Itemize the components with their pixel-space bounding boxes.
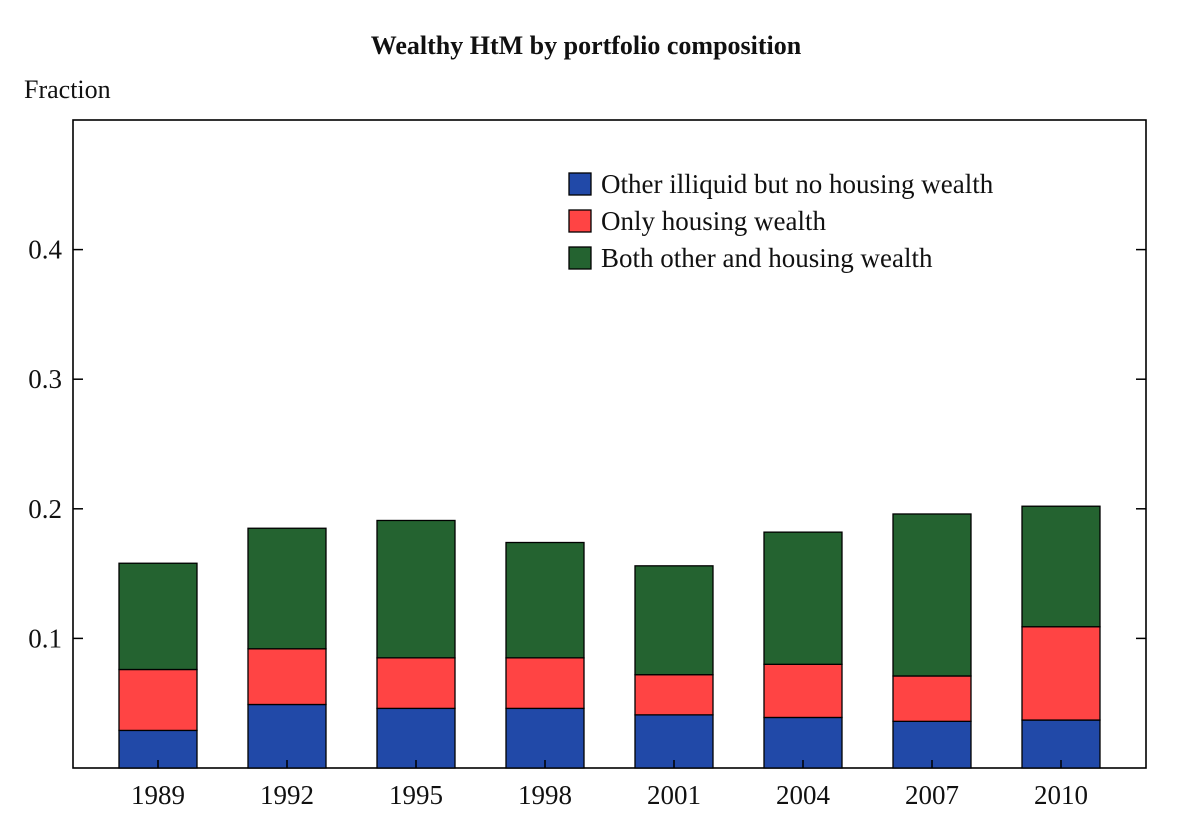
plot-area-frame <box>72 119 1147 769</box>
bar-segment-2004-series-2 <box>763 663 843 719</box>
bar-segment-1998-series-2 <box>505 657 585 710</box>
x-tick-label-2001: 2001 <box>647 780 701 810</box>
bar-segment-1992-series-1 <box>247 703 327 769</box>
bar-segment-2007-series-2 <box>892 675 972 722</box>
bar-segment-1992-series-3 <box>247 527 327 650</box>
x-tick-label-1992: 1992 <box>260 780 314 810</box>
legend-label-3: Both other and housing wealth <box>601 243 933 273</box>
bar-segment-2007-series-3 <box>892 513 972 677</box>
legend-swatch-1 <box>568 172 592 196</box>
x-tick-label-2007: 2007 <box>905 780 959 810</box>
bar-segment-1995-series-1 <box>376 707 456 769</box>
legend-label-1: Other illiquid but no housing wealth <box>601 169 994 199</box>
y-tick-label: 0.2 <box>28 494 62 524</box>
legend-label-2: Only housing wealth <box>601 206 826 236</box>
y-axis: 0.1 0.2 0.3 0.4 <box>28 235 1146 653</box>
x-tick-label-1998: 1998 <box>518 780 572 810</box>
x-tick-label-1995: 1995 <box>389 780 443 810</box>
bar-segment-2010-series-3 <box>1021 505 1101 628</box>
bar-segment-2010-series-2 <box>1021 626 1101 721</box>
bar-segment-1989-series-3 <box>118 562 198 671</box>
x-tick-label-2010: 2010 <box>1034 780 1088 810</box>
legend-swatch-2 <box>568 209 592 233</box>
bar-segment-1995-series-3 <box>376 519 456 659</box>
bar-segment-1998-series-1 <box>505 707 585 769</box>
y-tick-label: 0.4 <box>28 235 62 265</box>
y-tick-label: 0.1 <box>28 623 62 653</box>
x-tick-label-1989: 1989 <box>131 780 185 810</box>
chart-title: Wealthy HtM by portfolio composition <box>371 31 802 60</box>
bar-segment-1992-series-2 <box>247 648 327 706</box>
bars-layer <box>118 505 1101 769</box>
bar-segment-1998-series-3 <box>505 541 585 659</box>
bar-segment-2001-series-2 <box>634 674 714 716</box>
bar-segment-2001-series-1 <box>634 714 714 769</box>
legend: Other illiquid but no housing wealth Only… <box>568 169 994 273</box>
bar-segment-1995-series-2 <box>376 657 456 710</box>
y-axis-label: Fraction <box>24 75 111 104</box>
legend-swatch-3 <box>568 246 592 270</box>
x-axis: 1989 1992 1995 1998 2001 2004 2007 2010 <box>131 760 1088 810</box>
y-tick-label: 0.3 <box>28 364 62 394</box>
x-tick-label-2004: 2004 <box>776 780 831 810</box>
bar-segment-1989-series-2 <box>118 668 198 732</box>
bar-segment-2004-series-3 <box>763 531 843 665</box>
bar-segment-2001-series-3 <box>634 565 714 676</box>
